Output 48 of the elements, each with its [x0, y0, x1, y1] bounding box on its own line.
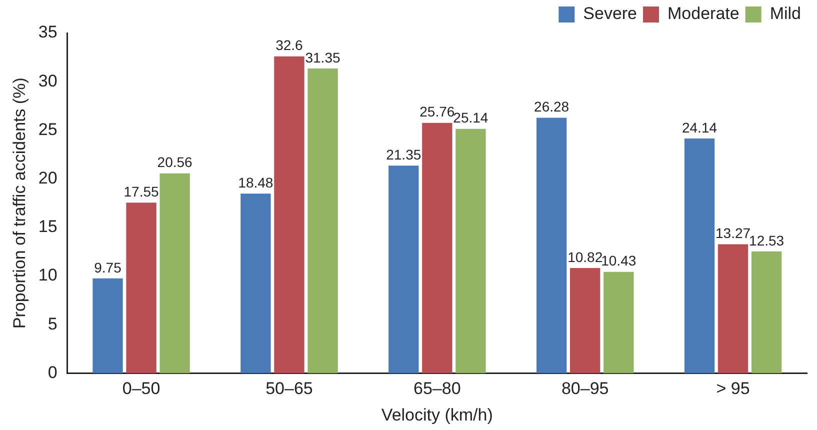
data-label: 21.35: [386, 146, 422, 163]
x-tick-label: > 95: [716, 379, 750, 398]
bar: [684, 138, 715, 374]
x-tick-label: 65–80: [414, 379, 461, 398]
legend-label: Severe: [583, 4, 638, 24]
data-label: 9.75: [94, 259, 122, 276]
bar: [570, 268, 600, 374]
y-tick-label: 15: [38, 217, 58, 236]
data-label: 25.76: [420, 104, 455, 120]
data-label: 17.55: [124, 183, 160, 200]
y-tick-label: 5: [48, 314, 58, 334]
x-tick-label: 50–65: [266, 379, 313, 398]
y-axis-title: Proportion of traffic accidents (%): [10, 78, 29, 329]
bar: [456, 128, 486, 374]
data-label: 26.28: [534, 98, 570, 115]
x-axis-title: Velocity (km/h): [381, 405, 493, 424]
data-label: 32.6: [276, 37, 304, 54]
y-tick-label: 0: [48, 362, 58, 382]
legend-label: Moderate: [668, 4, 740, 24]
bar: [126, 202, 156, 374]
x-tick-label: 0–50: [122, 379, 160, 398]
data-label: 10.43: [601, 252, 636, 269]
y-tick-label: 25: [38, 120, 58, 139]
bar: [274, 56, 304, 374]
bar: [604, 272, 634, 374]
data-label: 25.14: [453, 110, 488, 126]
bar: [388, 166, 419, 374]
y-tick-label: 30: [38, 71, 58, 90]
bar: [718, 244, 748, 374]
bar: [92, 278, 123, 374]
bar: [160, 173, 190, 374]
bar: [308, 68, 338, 374]
bar: [240, 194, 271, 374]
bar: [536, 118, 567, 374]
x-tick-label: 80–95: [561, 379, 609, 398]
y-tick-label: 10: [38, 266, 58, 285]
data-label: 10.82: [568, 248, 603, 265]
y-tick-label: 20: [38, 168, 58, 188]
data-label: 31.35: [305, 49, 340, 66]
bar: [751, 251, 782, 374]
data-label: 18.48: [238, 174, 274, 190]
data-label: 24.14: [682, 119, 718, 136]
data-label: 20.56: [157, 154, 193, 170]
data-label: 12.53: [749, 232, 784, 248]
y-tick-label: 35: [38, 22, 58, 42]
data-label: 13.27: [716, 225, 751, 242]
bar: [422, 122, 452, 374]
legend-label: Mild: [770, 4, 801, 24]
